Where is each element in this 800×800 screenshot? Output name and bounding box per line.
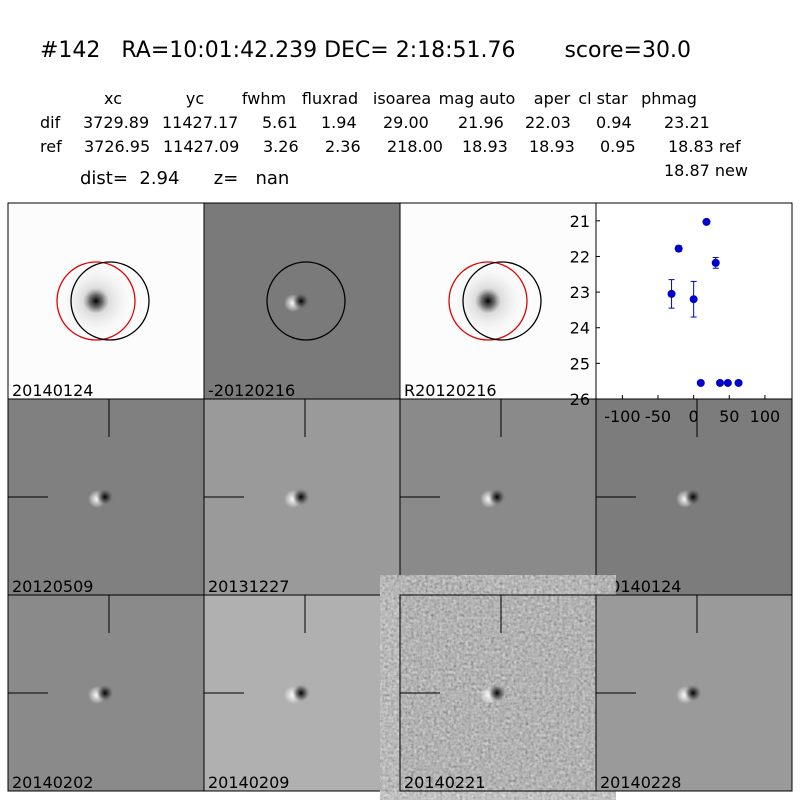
cutout-label: 20140221 bbox=[404, 773, 485, 792]
table-cell: 18.93 bbox=[529, 137, 575, 156]
point bbox=[674, 244, 683, 253]
table-cell: 3726.95 bbox=[84, 137, 150, 156]
source bbox=[292, 684, 310, 702]
y-tick-label: 21 bbox=[570, 212, 590, 231]
table-cell: 2.36 bbox=[325, 137, 361, 156]
y-tick-label: 22 bbox=[570, 247, 590, 266]
cutout-label: 20140228 bbox=[600, 773, 681, 792]
column-header: fluxrad bbox=[302, 89, 358, 108]
column-header: aper bbox=[534, 89, 571, 108]
table-cell: 3.26 bbox=[263, 137, 299, 156]
y-tick-label: 25 bbox=[570, 354, 590, 373]
aperture-ref bbox=[448, 261, 528, 341]
table-cell: 18.93 bbox=[462, 137, 508, 156]
cutout-label: 20140209 bbox=[208, 773, 289, 792]
table-cell: 29.00 bbox=[383, 113, 429, 132]
table-cell: 23.21 bbox=[664, 113, 710, 132]
point bbox=[734, 378, 743, 387]
table-cell: 18.83 ref bbox=[668, 137, 741, 156]
cutout: 20120509 bbox=[7, 398, 205, 596]
x-tick-label: 100 bbox=[750, 407, 781, 426]
cutout: R20120216 bbox=[399, 202, 597, 400]
column-header: cl star bbox=[578, 89, 628, 108]
column-header: isoarea bbox=[373, 89, 431, 108]
cutout: 20140228 bbox=[595, 594, 793, 792]
x-tick-label: -50 bbox=[645, 407, 671, 426]
dist: dist= 2.94 z= nan bbox=[80, 168, 289, 189]
column-header: fwhm bbox=[242, 89, 286, 108]
column-header: yc bbox=[186, 89, 204, 108]
point bbox=[689, 295, 698, 304]
cutout-label: 20131227 bbox=[208, 577, 289, 596]
point bbox=[711, 258, 720, 267]
point bbox=[696, 378, 705, 387]
cutout: 20140202 bbox=[7, 594, 205, 792]
cutout: -20120216 bbox=[203, 202, 401, 400]
y-tick-label: 23 bbox=[570, 283, 590, 302]
source bbox=[292, 488, 310, 506]
y-tick-label: 26 bbox=[570, 390, 590, 409]
table-cell: 21.96 bbox=[458, 113, 504, 132]
cutout: 20140124 bbox=[7, 202, 205, 400]
table-cell: 1.94 bbox=[321, 113, 357, 132]
point bbox=[702, 217, 711, 226]
y-tick-label: 24 bbox=[570, 319, 590, 338]
cutout-label: 20120509 bbox=[12, 577, 93, 596]
point bbox=[723, 378, 732, 387]
table-cell: 0.95 bbox=[600, 137, 636, 156]
cutout-label: 20140124 bbox=[600, 577, 681, 596]
x-tick-label: -100 bbox=[604, 407, 640, 426]
source bbox=[684, 684, 702, 702]
aperture bbox=[70, 261, 150, 341]
table-cell: 3729.89 bbox=[83, 113, 149, 132]
cutout-label: R20120216 bbox=[404, 381, 497, 400]
cutout-label: 20140202 bbox=[12, 773, 93, 792]
table-cell: 11427.17 bbox=[162, 113, 238, 132]
source bbox=[488, 684, 506, 702]
cutout-label: 20140105 bbox=[404, 577, 485, 596]
cutout: 20140124 bbox=[595, 398, 793, 596]
aperture-ref bbox=[56, 261, 136, 341]
source bbox=[475, 288, 501, 314]
point bbox=[667, 289, 676, 298]
cutout: 20140209 bbox=[203, 594, 401, 792]
x-tick-label: 0 bbox=[689, 407, 699, 426]
extra-mag: 18.87 new bbox=[664, 161, 748, 180]
aperture bbox=[266, 261, 346, 341]
table-cell: 11427.09 bbox=[163, 137, 239, 156]
cutout-border bbox=[595, 594, 793, 792]
table-cell: ref bbox=[40, 137, 62, 156]
source bbox=[292, 292, 310, 310]
point bbox=[716, 378, 725, 387]
cutout-label: 20140124 bbox=[12, 381, 93, 400]
column-header: xc bbox=[104, 89, 122, 108]
x-tick-label: 50 bbox=[719, 407, 739, 426]
cutout-label: -20120216 bbox=[208, 381, 295, 400]
source bbox=[96, 684, 114, 702]
source bbox=[96, 488, 114, 506]
source bbox=[684, 488, 702, 506]
aperture bbox=[462, 261, 542, 341]
table-cell: 5.61 bbox=[262, 113, 298, 132]
cutout: 20140221 bbox=[399, 594, 597, 792]
title: #142 RA=10:01:42.239 DEC= 2:18:51.76 sco… bbox=[40, 38, 691, 63]
table-cell: 218.00 bbox=[387, 137, 443, 156]
source bbox=[83, 288, 109, 314]
cutout: 20131227 bbox=[203, 398, 401, 596]
cutout: 20140105 bbox=[399, 398, 597, 596]
table-cell: dif bbox=[40, 113, 61, 132]
table-cell: 22.03 bbox=[525, 113, 571, 132]
source bbox=[488, 488, 506, 506]
column-header: phmag bbox=[641, 89, 697, 108]
table-cell: 0.94 bbox=[596, 113, 632, 132]
column-header: mag auto bbox=[439, 89, 516, 108]
